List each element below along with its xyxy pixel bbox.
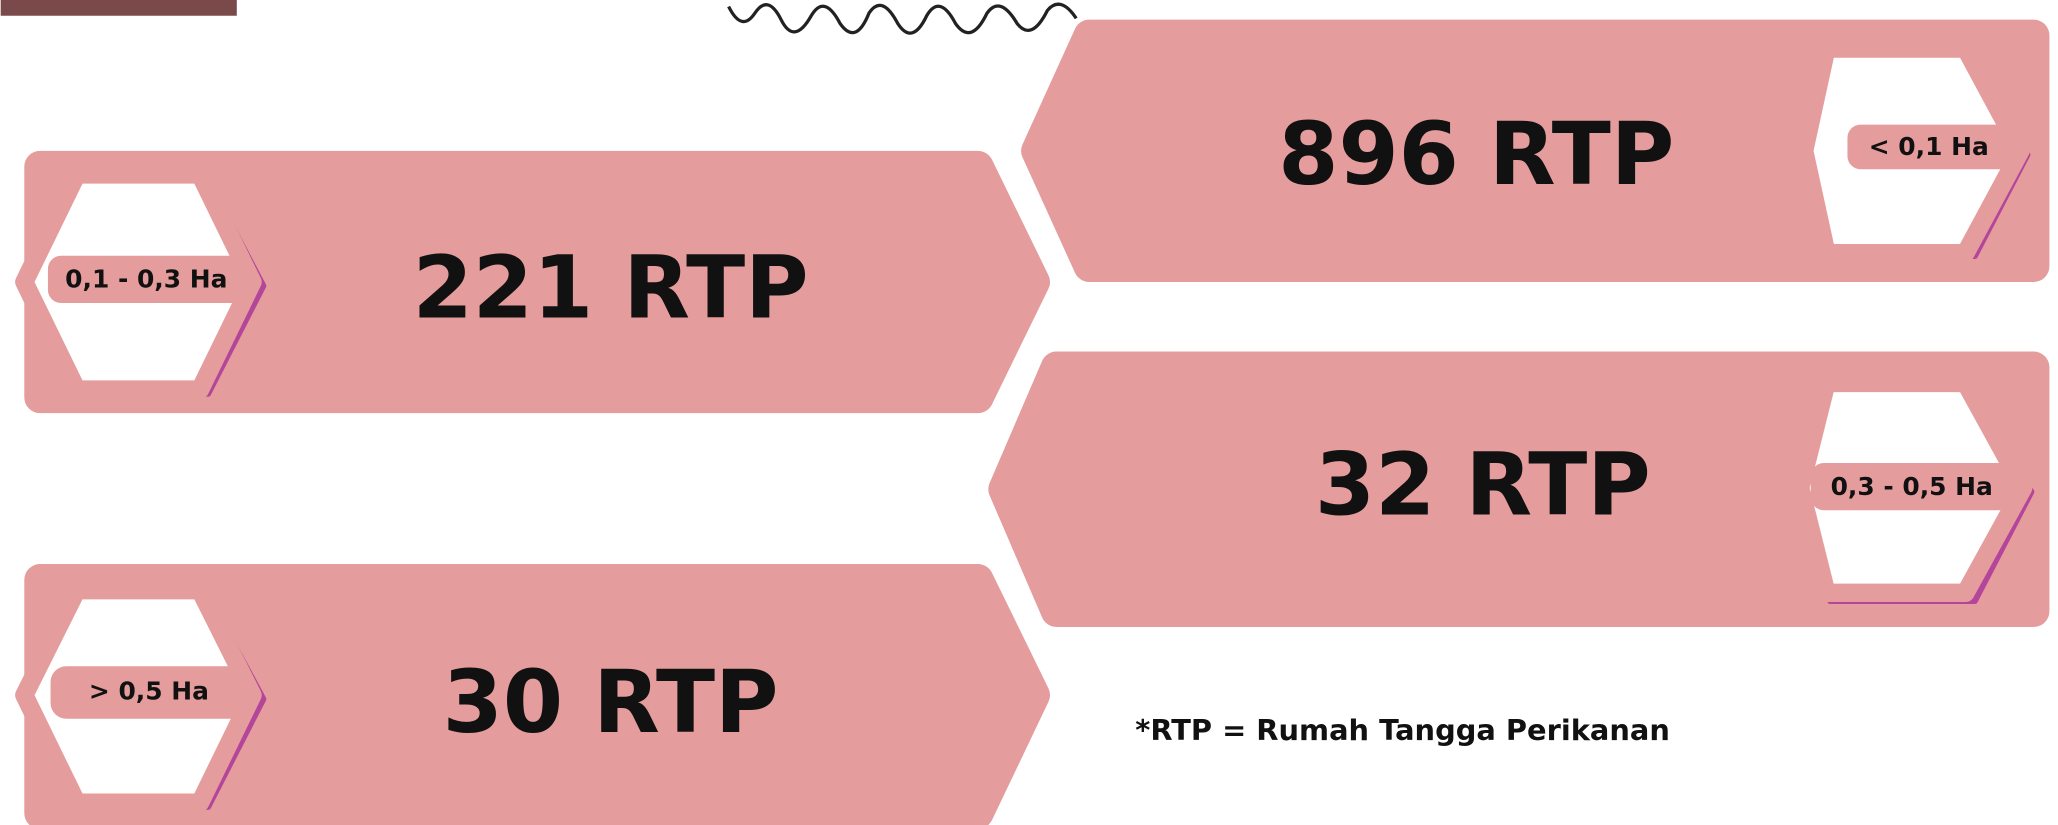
- item-card: 0,1 - 0,3 Ha 221 RTP: [15, 150, 1050, 414]
- label-pill: [1810, 462, 2015, 511]
- doodle: [727, 2, 1078, 35]
- item-card: 0,3 - 0,5 Ha 32 RTP: [988, 351, 2050, 627]
- label-pill: [47, 255, 245, 303]
- item-card: < 0,1 Ha 896 RTP: [1021, 19, 2050, 282]
- item-value: 32 RTP: [1315, 435, 1651, 535]
- item-label: 0,1 - 0,3 Ha: [65, 265, 227, 294]
- banner: [1021, 19, 2050, 282]
- item-card: > 0,5 Ha 30 RTP: [15, 563, 1050, 825]
- banner: [988, 351, 2050, 627]
- item-label: 0,3 - 0,5 Ha: [1831, 472, 1993, 501]
- label-pill: [1847, 124, 2012, 170]
- header-bar: [0, 0, 237, 16]
- item-label: < 0,1 Ha: [1869, 132, 1989, 161]
- banner: [24, 150, 1050, 414]
- label-pill: [50, 666, 248, 719]
- item-value: 30 RTP: [443, 653, 779, 753]
- banner: [24, 563, 1050, 825]
- footnote: *RTP = Rumah Tangga Perikanan: [1135, 713, 1670, 747]
- item-value: 896 RTP: [1278, 105, 1674, 205]
- item-label: > 0,5 Ha: [89, 677, 209, 706]
- item-value: 221 RTP: [413, 239, 809, 339]
